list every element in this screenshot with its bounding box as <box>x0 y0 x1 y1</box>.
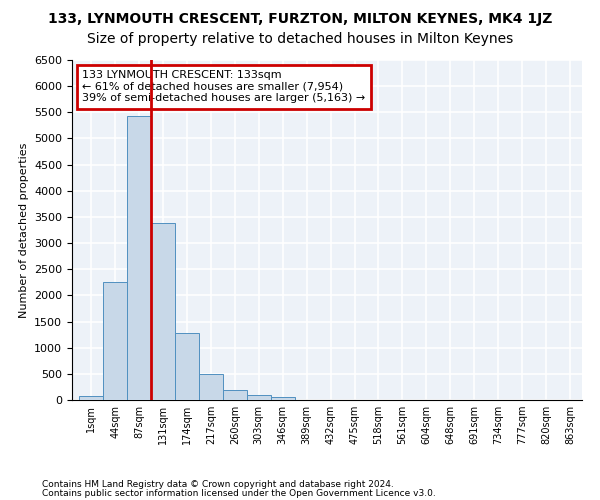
Text: 133, LYNMOUTH CRESCENT, FURZTON, MILTON KEYNES, MK4 1JZ: 133, LYNMOUTH CRESCENT, FURZTON, MILTON … <box>48 12 552 26</box>
Bar <box>175 332 199 400</box>
Bar <box>79 396 103 400</box>
Bar <box>271 396 295 400</box>
Bar <box>103 282 127 400</box>
Bar <box>199 374 223 400</box>
Text: Contains HM Land Registry data © Crown copyright and database right 2024.: Contains HM Land Registry data © Crown c… <box>42 480 394 489</box>
Bar <box>223 390 247 400</box>
Y-axis label: Number of detached properties: Number of detached properties <box>19 142 29 318</box>
Text: 133 LYNMOUTH CRESCENT: 133sqm
← 61% of detached houses are smaller (7,954)
39% o: 133 LYNMOUTH CRESCENT: 133sqm ← 61% of d… <box>82 70 365 103</box>
Bar <box>127 116 151 400</box>
Text: Contains public sector information licensed under the Open Government Licence v3: Contains public sector information licen… <box>42 490 436 498</box>
Bar <box>151 223 175 400</box>
Text: Size of property relative to detached houses in Milton Keynes: Size of property relative to detached ho… <box>87 32 513 46</box>
Bar <box>247 395 271 400</box>
